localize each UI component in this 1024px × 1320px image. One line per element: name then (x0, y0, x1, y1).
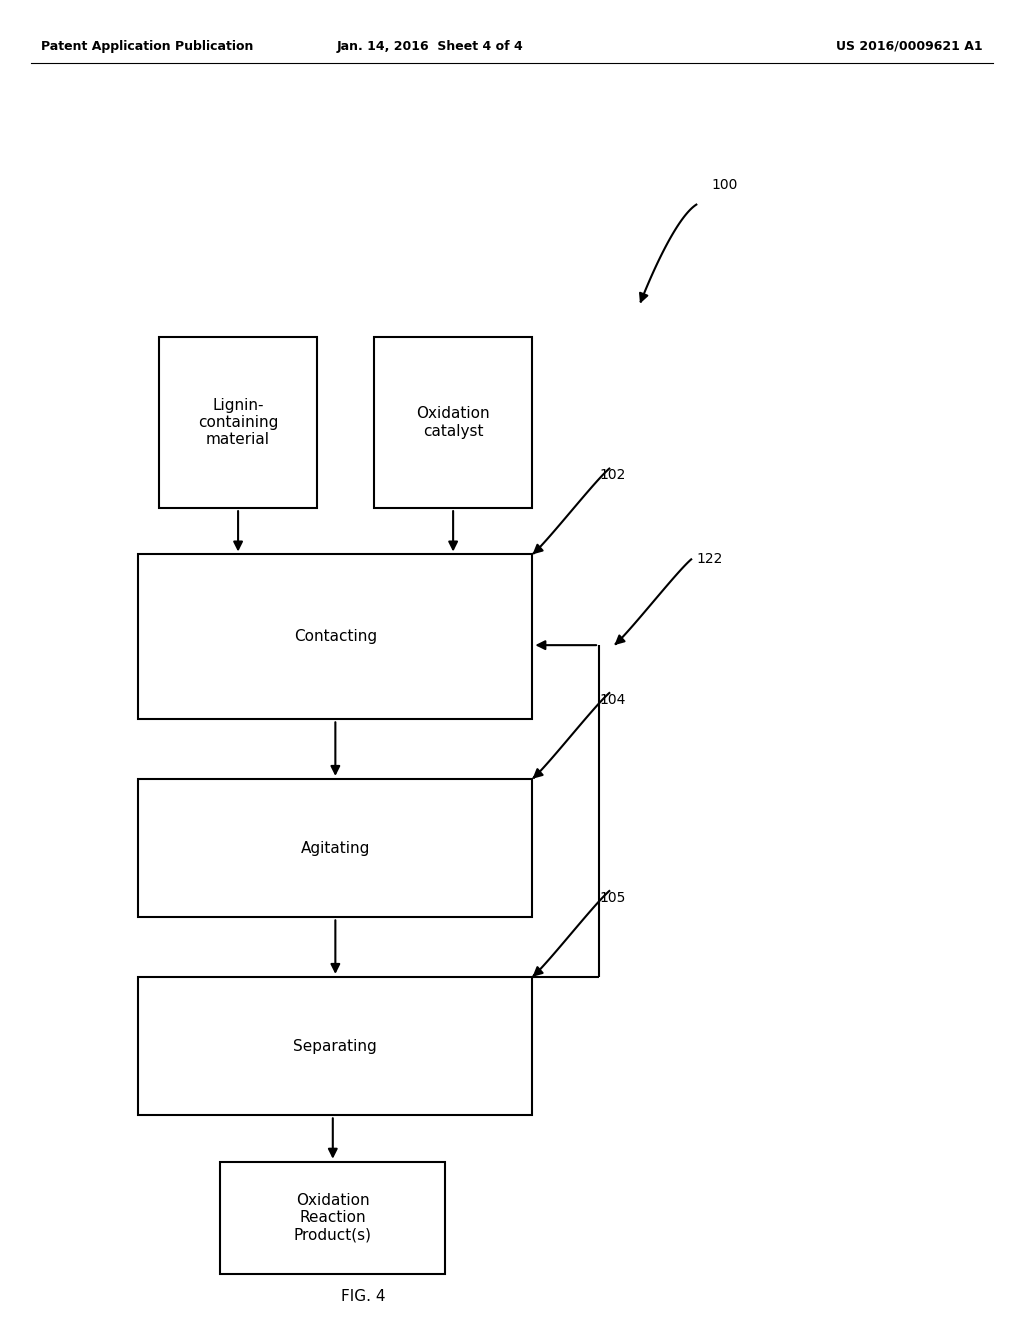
Text: Oxidation
Reaction
Product(s): Oxidation Reaction Product(s) (294, 1193, 372, 1242)
Text: 122: 122 (696, 552, 723, 566)
Bar (159, 337, 317, 508)
Bar (138, 554, 532, 719)
Bar (138, 977, 532, 1115)
Bar (220, 1162, 445, 1274)
Text: 100: 100 (712, 178, 738, 191)
Text: Contacting: Contacting (294, 630, 377, 644)
Text: 105: 105 (599, 891, 626, 904)
Text: Agitating: Agitating (301, 841, 370, 855)
Text: Oxidation
catalyst: Oxidation catalyst (417, 407, 489, 438)
Text: 104: 104 (599, 693, 626, 706)
Text: FIG. 4: FIG. 4 (341, 1288, 386, 1304)
Text: 102: 102 (599, 469, 626, 482)
Text: Separating: Separating (294, 1039, 377, 1053)
Bar (138, 779, 532, 917)
Text: US 2016/0009621 A1: US 2016/0009621 A1 (837, 40, 983, 53)
Text: Patent Application Publication: Patent Application Publication (41, 40, 253, 53)
Text: Lignin-
containing
material: Lignin- containing material (198, 397, 279, 447)
Text: Jan. 14, 2016  Sheet 4 of 4: Jan. 14, 2016 Sheet 4 of 4 (337, 40, 523, 53)
Bar (374, 337, 532, 508)
